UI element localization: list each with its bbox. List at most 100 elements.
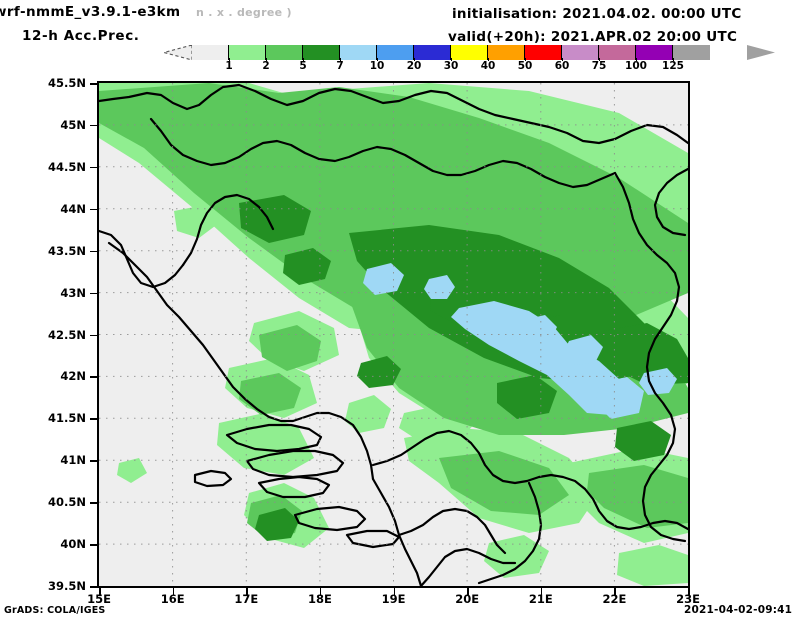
y-axis-tickmark <box>90 292 97 295</box>
precip-band-7-10 <box>363 263 677 419</box>
colorbar-tick: 75 <box>591 60 607 72</box>
x-axis-tickmark <box>172 588 175 595</box>
colorbar-swatch <box>303 45 340 60</box>
colorbar-under-wedge <box>164 45 192 60</box>
y-axis-tick-label: 42N <box>60 369 86 384</box>
x-axis-tick-label: 19E <box>381 592 406 606</box>
colorbar-tickmark <box>229 58 230 61</box>
colorbar-tickmark <box>562 58 563 61</box>
y-axis-tickmark <box>90 83 97 85</box>
colorbar-swatch <box>340 45 377 60</box>
y-axis-tickmark <box>90 502 97 504</box>
y-axis-tick-label: 40N <box>60 537 86 552</box>
colorbar-tick: 20 <box>406 60 422 72</box>
colorbar-tickmark <box>636 58 637 61</box>
colorbar-tick: 5 <box>299 60 307 72</box>
map-plot-area <box>97 81 690 588</box>
x-axis-tick-label: 16E <box>160 592 185 606</box>
initialisation-time: initialisation: 2021.04.02. 00:00 UTC <box>452 6 742 22</box>
y-axis-tickmark <box>90 124 97 127</box>
colorbar-swatches <box>192 45 710 60</box>
x-axis-tickmark <box>614 588 616 595</box>
y-axis-tick-label: 39.5N <box>48 579 86 593</box>
x-axis-tickmark <box>319 588 322 595</box>
colorbar-swatch <box>673 45 710 60</box>
x-axis-tickmark <box>393 588 395 595</box>
colorbar-swatch <box>377 45 414 60</box>
y-axis-tick-label: 45.5N <box>48 76 86 90</box>
colorbar-tickmark <box>340 58 341 61</box>
y-axis-tick-label: 44.5N <box>48 159 86 174</box>
colorbar-tickmark <box>377 58 378 61</box>
y-axis-tickmark <box>90 208 97 211</box>
colorbar-tick: 7 <box>336 60 344 72</box>
colorbar-swatch <box>451 45 488 60</box>
colorbar-swatch <box>192 45 229 60</box>
x-axis-tickmark <box>99 588 101 595</box>
colorbar-tick: 30 <box>443 60 459 72</box>
colorbar-tickmark <box>451 58 452 61</box>
colorbar-swatch <box>636 45 673 60</box>
x-axis-tickmark <box>688 588 690 595</box>
y-axis-tickmark <box>90 544 97 546</box>
colorbar-tickmark <box>266 58 267 61</box>
colorbar-swatch <box>229 45 266 60</box>
colorbar-tick: 60 <box>554 60 570 72</box>
y-axis-tick-label: 41.5N <box>48 411 86 426</box>
x-axis-tickmark <box>246 588 248 595</box>
colorbar-tick: 10 <box>369 60 385 72</box>
y-axis-tick-label: 40.5N <box>48 495 86 510</box>
colorbar-swatch <box>599 45 636 60</box>
x-axis-tick-label: 15E <box>87 592 111 606</box>
y-axis-tick-label: 45N <box>60 117 86 132</box>
y-axis-tick-label: 42.5N <box>48 327 86 342</box>
render-timestamp: 2021-04-02-09:41 <box>684 604 793 616</box>
y-axis-tickmark <box>90 460 97 462</box>
y-axis-tick-label: 43N <box>60 285 86 300</box>
x-axis-tickmark <box>467 588 469 595</box>
colorbar-swatch <box>266 45 303 60</box>
map-gridlines <box>99 83 688 586</box>
colorbar-swatch <box>488 45 525 60</box>
colorbar-tick: 125 <box>662 60 684 72</box>
x-axis-tick-label: 23E <box>676 592 700 606</box>
precipitation-map <box>99 83 688 586</box>
model-title: wrf-nmmE_v3.9.1-e3km <box>0 4 181 20</box>
y-axis-tickmark <box>90 418 97 420</box>
y-axis-tick-label: 43.5N <box>48 243 86 258</box>
colorbar-tick: 40 <box>480 60 496 72</box>
y-axis-tickmark <box>90 250 97 253</box>
field-title: 12-h Acc.Prec. <box>22 28 140 44</box>
y-axis-tickmark <box>90 586 97 588</box>
x-axis-tick-label: 20E <box>455 592 480 606</box>
colorbar-tick: 2 <box>262 60 270 72</box>
colorbar-tick: 100 <box>625 60 647 72</box>
x-axis-tick-label: 22E <box>602 592 627 606</box>
colorbar-swatch <box>414 45 451 60</box>
y-axis-tickmark <box>90 376 97 378</box>
y-axis-tickmark <box>90 334 97 336</box>
grads-credit: GrADS: COLA/IGES <box>4 605 106 616</box>
colorbar-tickmark <box>525 58 526 61</box>
colorbar-tickmark <box>303 58 304 61</box>
colorbar-over-wedge <box>747 45 775 60</box>
colorbar-tickmark <box>599 58 600 61</box>
y-axis-tick-label: 41N <box>60 453 86 468</box>
colorbar-tickmark <box>488 58 489 61</box>
colorbar-legend: 1 2 5 7 10 20 30 40 50 60 75 100 125 <box>0 45 800 72</box>
colorbar-swatch <box>525 45 562 60</box>
x-axis-tick-label: 17E <box>234 592 259 606</box>
model-subtitle: n . x . degree ) <box>196 6 292 19</box>
y-axis-tick-label: 44N <box>60 201 86 216</box>
x-axis-tick-label: 18E <box>307 592 332 606</box>
colorbar-tick: 1 <box>225 60 233 72</box>
x-axis-tick-label: 21E <box>528 592 553 606</box>
x-axis-tickmark <box>540 588 543 595</box>
colorbar-tickmark <box>673 58 674 61</box>
colorbar-tick: 50 <box>517 60 533 72</box>
header: wrf-nmmE_v3.9.1-e3km n . x . degree ) 12… <box>0 0 800 45</box>
valid-time: valid(+20h): 2021.APR.02 20:00 UTC <box>448 29 738 45</box>
y-axis-tickmark <box>90 166 97 169</box>
colorbar-swatch <box>562 45 599 60</box>
colorbar-tickmark <box>414 58 415 61</box>
